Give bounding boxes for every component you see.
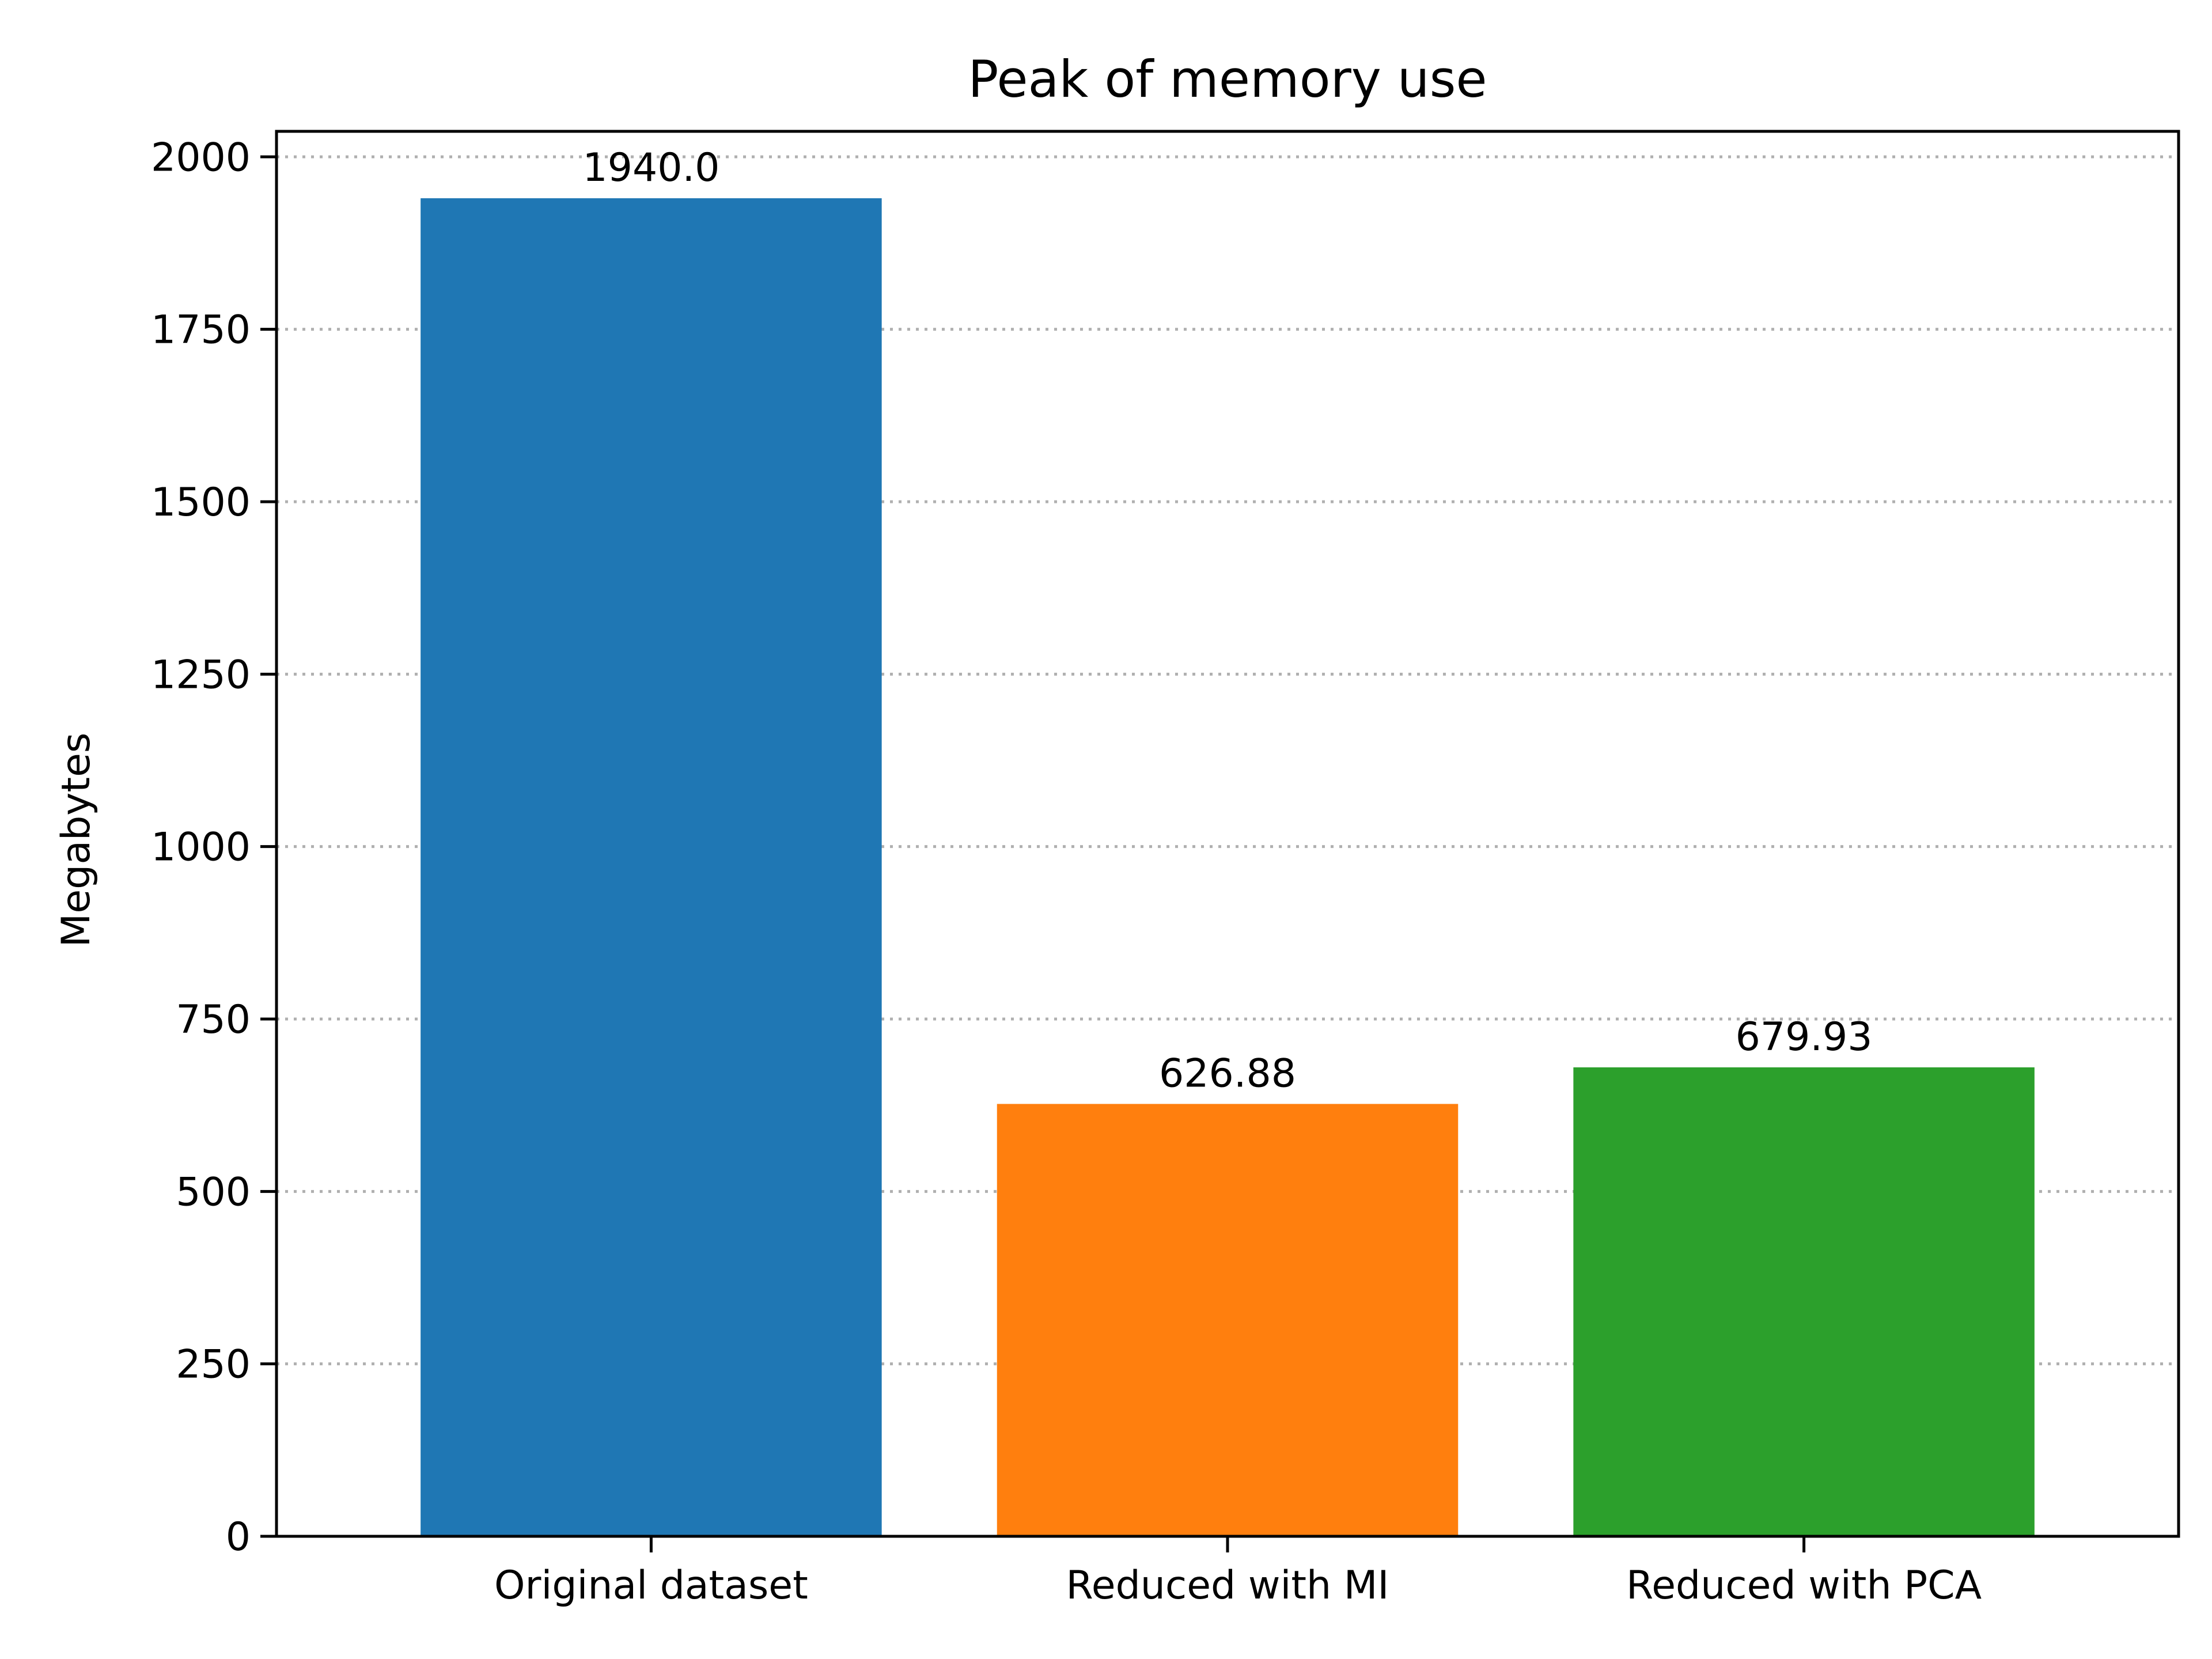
bar — [1573, 1067, 2035, 1536]
y-tick-label: 1500 — [151, 480, 251, 525]
y-tick-label: 500 — [176, 1169, 251, 1215]
bar — [997, 1104, 1459, 1536]
chart-title: Peak of memory use — [968, 50, 1487, 109]
y-axis-label: Megabytes — [54, 733, 99, 948]
x-tick-label: Original dataset — [494, 1563, 808, 1608]
data-labels: 1940.0 626.88 679.93 — [582, 145, 1872, 1096]
y-tick-label: 2000 — [151, 135, 251, 180]
data-label: 1940.0 — [582, 145, 719, 191]
data-label: 679.93 — [1736, 1014, 1873, 1060]
x-axis-ticks: Original dataset Reduced with MI Reduced w… — [494, 1536, 1982, 1608]
y-axis-ticks: 0 250 500 750 1000 1250 1500 1750 2000 — [151, 135, 276, 1560]
data-label: 626.88 — [1159, 1051, 1296, 1096]
x-tick-label: Reduced with PCA — [1626, 1563, 1982, 1608]
y-tick-label: 0 — [226, 1514, 251, 1560]
y-tick-label: 1000 — [151, 825, 251, 870]
bar — [421, 198, 882, 1537]
y-tick-label: 250 — [176, 1342, 251, 1388]
y-tick-label: 750 — [176, 997, 251, 1043]
bars — [421, 198, 2035, 1537]
y-tick-label: 1250 — [151, 652, 251, 698]
x-tick-label: Reduced with MI — [1066, 1563, 1389, 1608]
y-tick-label: 1750 — [151, 308, 251, 353]
